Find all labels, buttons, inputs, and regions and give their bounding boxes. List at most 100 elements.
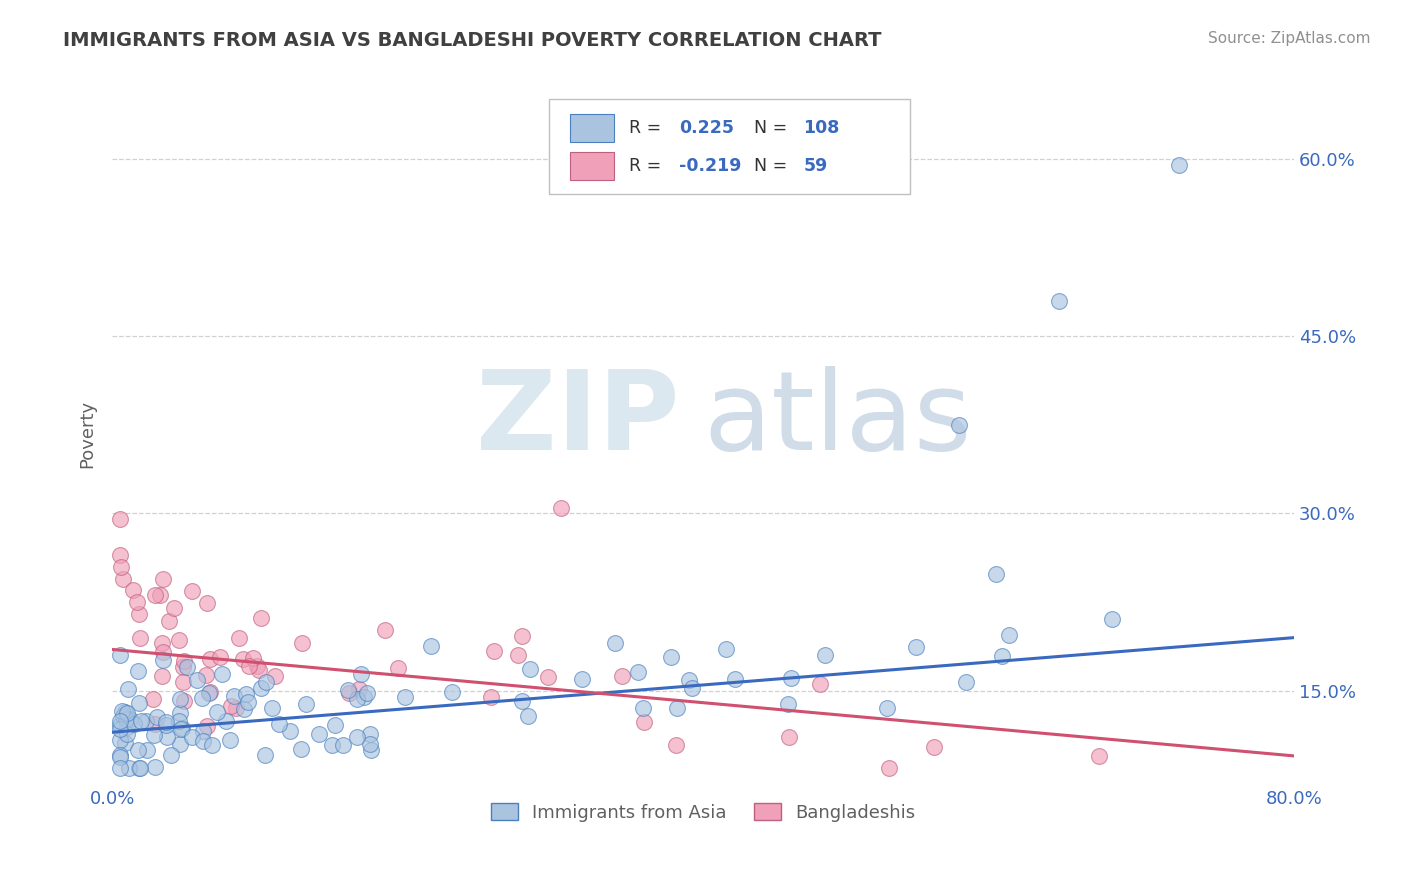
Point xyxy=(198,652,221,666)
Point xyxy=(346,692,368,706)
Point xyxy=(124,717,146,731)
Point xyxy=(308,727,330,741)
Text: ZIP: ZIP xyxy=(477,366,679,473)
Point xyxy=(128,761,150,775)
Point xyxy=(152,653,174,667)
Point xyxy=(219,732,242,747)
Point xyxy=(131,714,153,728)
Point xyxy=(108,747,131,762)
Point xyxy=(984,567,1007,582)
Point xyxy=(246,659,269,673)
Point xyxy=(347,681,370,696)
Point xyxy=(143,759,166,773)
Point xyxy=(118,761,141,775)
Point xyxy=(228,631,250,645)
Point xyxy=(519,662,541,676)
Point xyxy=(211,666,233,681)
Point xyxy=(225,701,247,715)
Point xyxy=(163,601,186,615)
Point xyxy=(948,417,970,432)
Point xyxy=(121,583,143,598)
Point xyxy=(440,685,463,699)
Point xyxy=(262,700,284,714)
Point xyxy=(170,722,193,736)
FancyBboxPatch shape xyxy=(550,100,910,194)
Point xyxy=(681,681,703,695)
Point xyxy=(111,704,134,718)
Point xyxy=(267,717,290,731)
Point xyxy=(127,664,149,678)
Point xyxy=(337,686,360,700)
Point xyxy=(323,718,346,732)
Point xyxy=(633,715,655,730)
Point xyxy=(201,738,224,752)
Point xyxy=(603,636,626,650)
Point xyxy=(108,761,131,775)
Point xyxy=(387,661,409,675)
Point xyxy=(125,595,148,609)
Point xyxy=(905,640,928,654)
Point xyxy=(876,701,898,715)
Point xyxy=(360,743,382,757)
Point xyxy=(108,750,131,764)
Text: IMMIGRANTS FROM ASIA VS BANGLADESHI POVERTY CORRELATION CHART: IMMIGRANTS FROM ASIA VS BANGLADESHI POVE… xyxy=(63,31,882,50)
Point xyxy=(195,718,218,732)
Point xyxy=(193,723,215,738)
Point xyxy=(115,727,138,741)
Point xyxy=(233,702,256,716)
Point xyxy=(247,663,270,677)
Point xyxy=(110,559,132,574)
Point xyxy=(353,690,375,705)
Point xyxy=(716,641,738,656)
Point xyxy=(167,714,190,729)
Point xyxy=(198,686,221,700)
Text: R =: R = xyxy=(628,157,666,176)
Point xyxy=(221,699,243,714)
Text: R =: R = xyxy=(628,119,666,136)
Point xyxy=(143,717,166,731)
Point xyxy=(482,644,505,658)
Point xyxy=(332,738,354,752)
Point xyxy=(922,740,945,755)
Point xyxy=(235,687,257,701)
Point xyxy=(537,670,560,684)
Legend: Immigrants from Asia, Bangladeshis: Immigrants from Asia, Bangladeshis xyxy=(484,796,922,830)
Point xyxy=(181,584,204,599)
Point xyxy=(678,673,700,687)
Point xyxy=(321,738,343,752)
Point xyxy=(118,713,141,727)
Point xyxy=(150,636,173,650)
Point xyxy=(135,742,157,756)
Point xyxy=(278,723,301,738)
Point xyxy=(346,730,368,744)
Point xyxy=(778,730,800,744)
Point xyxy=(172,660,194,674)
Point xyxy=(249,681,271,695)
Point xyxy=(115,712,138,726)
Point xyxy=(207,706,229,720)
FancyBboxPatch shape xyxy=(569,113,614,142)
Text: Source: ZipAtlas.com: Source: ZipAtlas.com xyxy=(1208,31,1371,46)
Point xyxy=(155,715,177,730)
Point xyxy=(108,512,131,526)
Point xyxy=(117,681,139,696)
Text: 0.225: 0.225 xyxy=(679,119,734,136)
Point xyxy=(779,671,801,685)
Point xyxy=(724,672,747,686)
Point xyxy=(510,629,533,643)
Point xyxy=(291,635,314,649)
Point xyxy=(156,730,179,744)
Point xyxy=(157,614,180,628)
Point xyxy=(169,737,191,751)
Point xyxy=(127,743,149,757)
Point xyxy=(195,667,218,681)
Point xyxy=(172,721,194,735)
FancyBboxPatch shape xyxy=(569,153,614,180)
Point xyxy=(191,690,214,705)
Point xyxy=(250,611,273,625)
Point xyxy=(550,500,572,515)
Point xyxy=(152,572,174,586)
Point xyxy=(610,669,633,683)
Point xyxy=(108,718,131,732)
Point xyxy=(150,669,173,683)
